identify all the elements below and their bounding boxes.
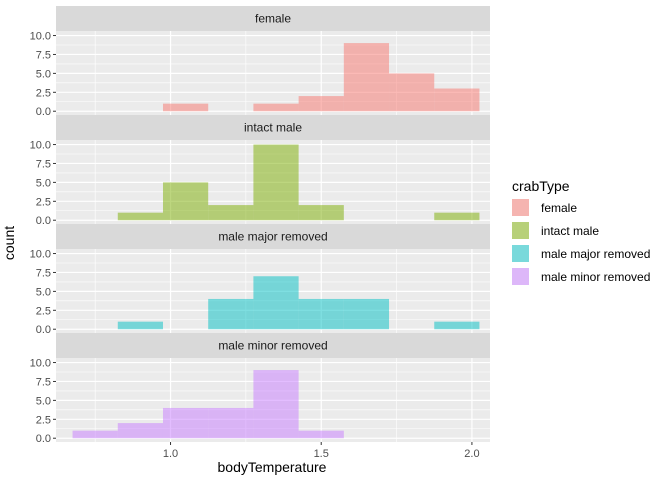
x-tick-label: 1.5 xyxy=(314,448,329,460)
histogram-bar xyxy=(343,43,390,112)
y-tick-label: 5.0 xyxy=(36,286,51,298)
x-tick-label: 1.0 xyxy=(163,448,178,460)
histogram-bar xyxy=(253,370,299,439)
x-tick-label: 2.0 xyxy=(464,448,479,460)
legend-swatch xyxy=(512,245,529,262)
legend-title: crabType xyxy=(512,178,570,194)
legend-label: male minor removed xyxy=(541,270,650,284)
y-axis-title: count xyxy=(1,226,17,260)
y-tick-label: 0.0 xyxy=(36,106,51,118)
histogram-bar xyxy=(208,407,254,439)
facet-strip xyxy=(56,333,490,358)
legend-item: intact male xyxy=(512,222,599,239)
facet-strip-label: male minor removed xyxy=(218,339,327,353)
facet-panel: male major removed 0.0 2.5 5.0 7.5 10.0 xyxy=(30,224,490,336)
legend-swatch xyxy=(512,222,529,239)
legend-item: female xyxy=(512,199,577,216)
facet-panels: female 0.0 2.5 5.0 7.5 10.0 intact male 0.0 2.5 5… xyxy=(30,6,490,445)
facet-strip-label: male major removed xyxy=(218,230,327,244)
y-tick-label: 2.5 xyxy=(36,87,51,99)
y-tick-label: 10.0 xyxy=(30,358,51,370)
y-tick-label: 10.0 xyxy=(30,249,51,261)
y-tick-label: 2.5 xyxy=(36,414,51,426)
legend-items: female intact male male major removed male … xyxy=(512,199,650,285)
histogram-bar xyxy=(162,182,209,221)
histogram-bar xyxy=(117,321,163,330)
facet-strip-label: female xyxy=(255,12,291,26)
legend-swatch xyxy=(512,199,529,216)
histogram-bar xyxy=(162,103,209,112)
y-tick-label: 10.0 xyxy=(30,140,51,152)
y-tick-label: 2.5 xyxy=(36,196,51,208)
legend-label: female xyxy=(541,201,577,215)
x-axis-title: bodyTemperature xyxy=(218,459,327,475)
legend-label: male major removed xyxy=(541,247,650,261)
y-tick-label: 7.5 xyxy=(36,267,51,279)
y-tick-label: 5.0 xyxy=(36,395,51,407)
histogram-bar xyxy=(117,212,163,221)
histogram-bar xyxy=(298,298,344,330)
histogram-bar xyxy=(253,144,299,221)
histogram-bar xyxy=(298,205,344,221)
facet-panel: intact male 0.0 2.5 5.0 7.5 10.0 xyxy=(30,115,490,227)
histogram-bar xyxy=(117,423,163,439)
facet-panel: female 0.0 2.5 5.0 7.5 10.0 xyxy=(30,6,490,118)
facet-strip-label: intact male xyxy=(244,121,302,135)
histogram-bar xyxy=(298,96,344,112)
facet-strip xyxy=(56,224,490,249)
histogram-bar xyxy=(208,298,254,330)
y-tick-label: 7.5 xyxy=(36,158,51,170)
facet-panel: male minor removed 0.0 2.5 5.0 7.5 10.0 xyxy=(30,333,490,445)
histogram-bar xyxy=(162,407,209,439)
y-tick-label: 0.0 xyxy=(36,324,51,336)
x-axis: 1.0 1.5 2.0 xyxy=(163,442,480,460)
histogram-bar xyxy=(298,430,344,439)
histogram-bar xyxy=(434,88,480,112)
histogram-bar xyxy=(343,298,390,330)
legend-swatch xyxy=(512,268,529,285)
legend: crabType female intact male male major rem… xyxy=(512,178,650,285)
histogram-bar xyxy=(208,205,254,221)
facet-strip xyxy=(56,6,490,31)
histogram-bar xyxy=(253,276,299,330)
y-tick-label: 10.0 xyxy=(30,31,51,43)
histogram-bar xyxy=(253,103,299,112)
legend-label: intact male xyxy=(541,224,599,238)
y-tick-label: 0.0 xyxy=(36,215,51,227)
y-tick-label: 0.0 xyxy=(36,433,51,445)
y-tick-label: 5.0 xyxy=(36,177,51,189)
legend-item: male major removed xyxy=(512,245,650,262)
histogram-bar xyxy=(434,212,480,221)
histogram-bar xyxy=(72,430,118,439)
legend-item: male minor removed xyxy=(512,268,650,285)
y-tick-label: 7.5 xyxy=(36,376,51,388)
y-tick-label: 2.5 xyxy=(36,305,51,317)
histogram-bar xyxy=(389,73,435,112)
facet-strip xyxy=(56,115,490,140)
y-tick-label: 5.0 xyxy=(36,68,51,80)
histogram-bar xyxy=(434,321,480,330)
y-tick-label: 7.5 xyxy=(36,49,51,61)
